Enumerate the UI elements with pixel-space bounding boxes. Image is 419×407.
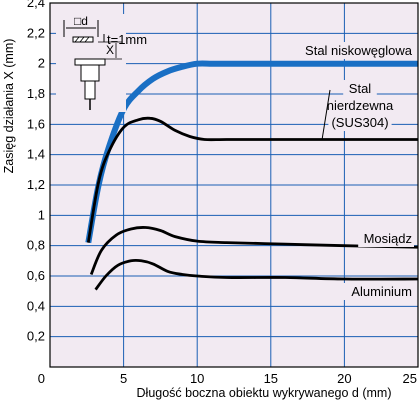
x-tick-label: 0 [38,371,45,386]
y-tick-label: 0,2 [27,329,45,344]
axis-titles: Zasięg działania X (mm) Długość boczna o… [2,39,391,400]
y-tick-label: 1,6 [27,116,45,131]
y-tick-label: 1 [38,207,45,222]
y-tick-label: 2,2 [27,25,45,40]
x-axis-title: Długość boczna obiektu wykrywanego d (mm… [137,386,392,400]
series-label-mosi-dz: Mosiądz [364,231,412,246]
series-label-aluminium: Aluminium [351,284,412,299]
sensor-nut [80,64,100,82]
sensor-body [84,80,96,100]
y-tick-label: 1,2 [27,177,45,192]
series-label-backdrop [343,80,377,97]
x-tick-label: 25 [403,371,417,386]
y-tick-label: 2 [38,56,45,71]
y-tick-label: 1,4 [27,147,45,162]
y-tick-label: 0,8 [27,238,45,253]
series-label-backdrop [328,114,392,131]
series-line-stal-niskow-glowa [85,60,419,244]
y-tick-label: 0,4 [27,298,45,313]
t-dimension-label: t=1mm [107,32,147,47]
target-plate [72,36,94,43]
target-hatch-1 [74,36,80,43]
y-tick-label: 2,4 [27,0,45,10]
target-hatch-2 [79,36,85,43]
x-tick-label: 5 [120,371,127,386]
series-line-mosi-dz [89,226,419,276]
series-label-backdrop [284,42,414,59]
series-label-stal-nierdzewna-sus304: Stal [349,81,372,96]
series-lines [85,60,419,291]
series-label-stal-nierdzewna-sus304: nierdzewna [327,98,394,113]
series-line-stal-nierdzewna-sus304 [86,116,418,243]
series-line-aluminium [94,258,419,291]
y-axis-title: Zasięg działania X (mm) [2,39,16,174]
x-tick-label: 15 [264,371,278,386]
x-tick-label: 10 [190,371,204,386]
sensor-head [74,58,106,66]
series-label-backdrop [358,230,414,247]
plot-frame [49,2,419,368]
series-label-stal-nierdzewna-sus304: (SUS304) [331,115,388,130]
series-label-backdrop [321,97,399,114]
target-hatch-3 [84,36,90,43]
y-tick-label: 1,8 [27,86,45,101]
series-label-leader [321,89,331,141]
x-tick-label: 20 [337,371,351,386]
series-label-stal-niskow-glowa: Stal niskowęglowa [305,43,413,58]
d-dimension-label: □d [74,14,88,28]
x-dimension-label: X [106,43,114,57]
sensor-diagram: □d t=1mm X [56,14,147,112]
series-labels: Stal niskowęglowa Stal nierdzewna (SUS304) M… [284,42,414,300]
series-label-backdrop [343,283,414,300]
tick-labels: 0,2 0,4 0,6 0,8 1 1,2 1,4 1,6 1,8 2 2,2 2,4 0 5 10 15 20… [27,0,417,386]
y-tick-label: 0,6 [27,268,45,283]
